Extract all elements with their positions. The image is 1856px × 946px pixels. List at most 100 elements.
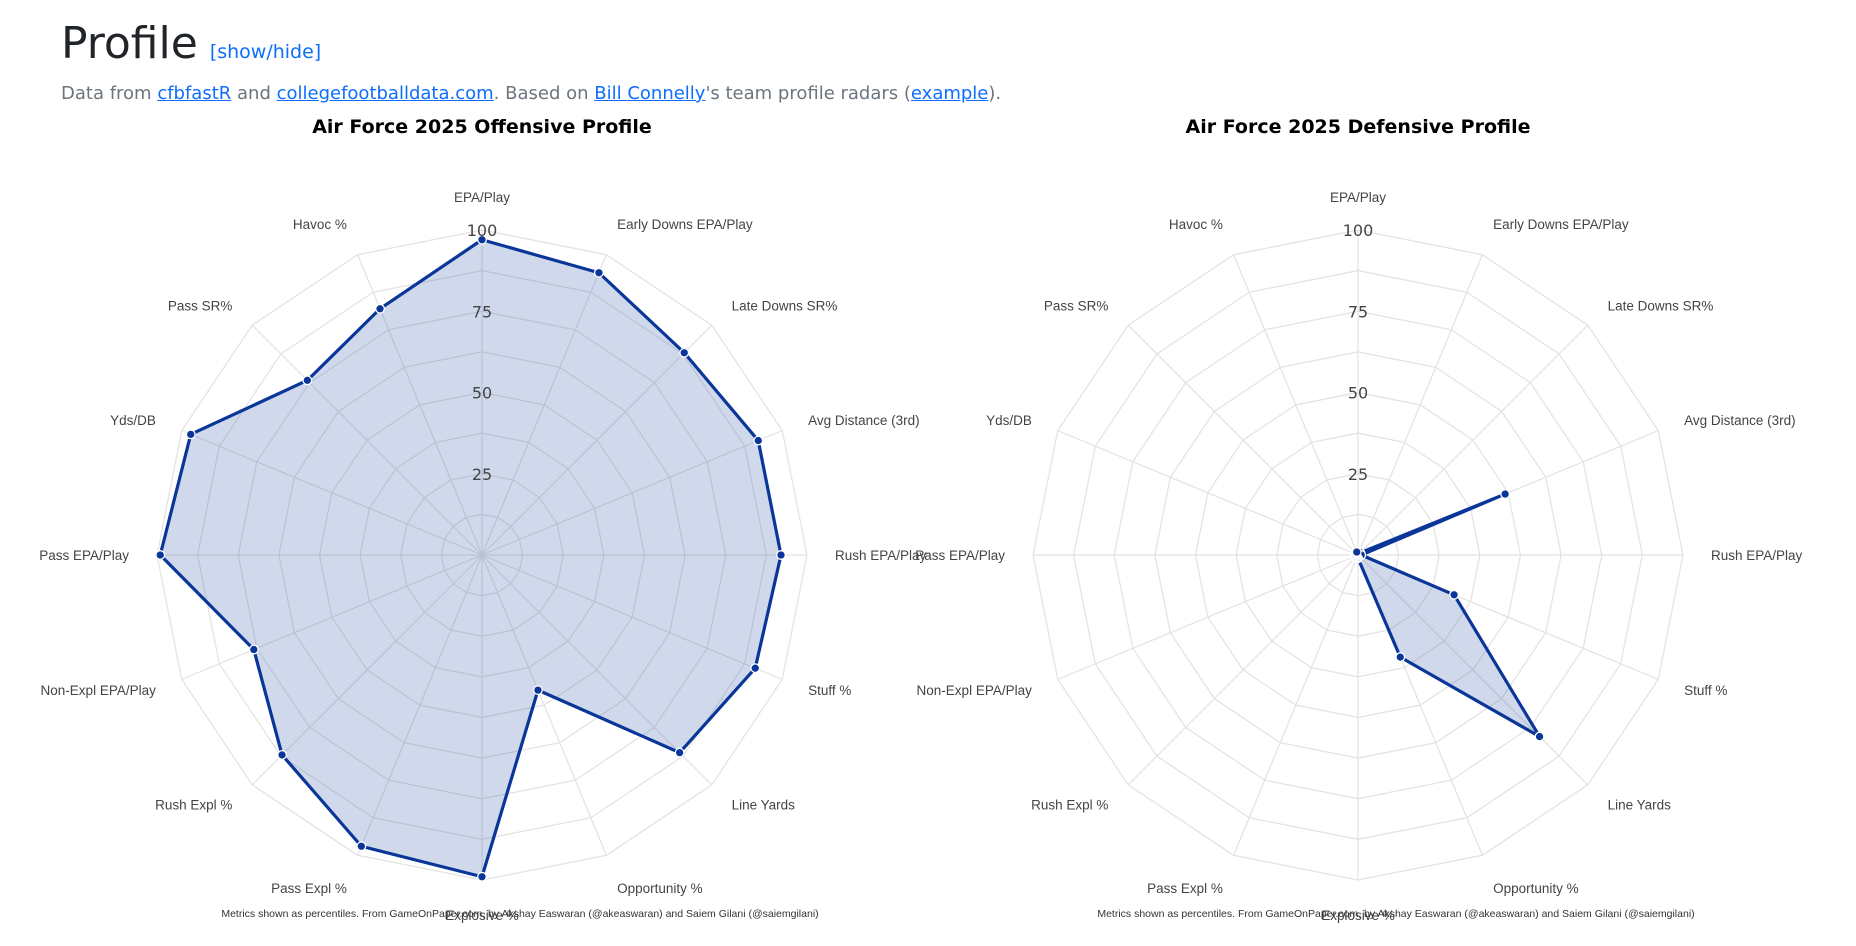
axis-label-explosive-pct: Explosive % (445, 908, 519, 923)
data-point-avg-distance-3rd[interactable] (753, 435, 764, 446)
axis-label-line-yards: Line Yards (1608, 798, 1672, 813)
grid-spoke (1127, 324, 1359, 556)
axis-label-opportunity-pct: Opportunity % (617, 881, 703, 896)
grid-spoke (481, 324, 713, 556)
source-text-1: Data from (61, 83, 158, 104)
defensive-radar-svg: 25 50 75 100 EPA/Play Early Downs EPA/Play Lat… (915, 190, 1803, 923)
defensive-chart-title: Air Force 2025 Defensive Profile (1185, 116, 1531, 138)
axis-label-havoc-pct: Havoc % (293, 217, 347, 232)
radial-tick-label: 75 (1348, 302, 1368, 321)
data-point-rush-expl-pct[interactable] (277, 749, 288, 760)
axis-label-epa-play: EPA/Play (1330, 190, 1386, 205)
radial-tick-label: 50 (1348, 384, 1368, 403)
data-point-line-yards[interactable] (674, 747, 685, 758)
grid-spoke (481, 554, 607, 856)
grid-spoke (481, 554, 783, 680)
grid-spoke (481, 254, 607, 556)
axis-label-line-yards: Line Yards (732, 798, 796, 813)
show-hide-toggle[interactable]: [show/hide] (209, 41, 322, 63)
grid-spoke (1357, 554, 1589, 786)
data-point-late-downs-srpct[interactable] (679, 347, 690, 358)
axis-label-stuff-pct: Stuff % (1684, 683, 1727, 698)
chart-credit: Metrics shown as percentiles. From GameO… (1097, 908, 1694, 920)
grid-spoke (1357, 254, 1483, 556)
axis-label-explosive-pct: Explosive % (1321, 908, 1395, 923)
axis-label-early-downs-epa-play: Early Downs EPA/Play (617, 217, 753, 232)
axis-label-pass-epa-play: Pass EPA/Play (39, 548, 129, 563)
data-point-pass-epa-play[interactable] (155, 550, 166, 560)
data-point-opportunity-pct[interactable] (1395, 652, 1406, 663)
axis-label-rush-epa-play: Rush EPA/Play (835, 548, 927, 563)
radial-tick-label: 50 (472, 384, 492, 403)
source-text-5: ). (988, 83, 1002, 104)
axis-label-pass-srpct: Pass SR% (168, 298, 233, 313)
axis-label-pass-srpct: Pass SR% (1044, 298, 1109, 313)
axis-label-opportunity-pct: Opportunity % (1493, 881, 1579, 896)
axis-label-yds-db: Yds/DB (986, 413, 1032, 428)
data-point-non-expl-epa-play[interactable] (248, 644, 259, 655)
grid-spoke (251, 324, 483, 556)
radial-tick-label: 25 (472, 465, 492, 484)
offensive-radar-svg: 25 50 75 100 EPA/Play Early Downs EPA/Play Lat… (39, 190, 927, 923)
title-row: Profile [show/hide] (61, 18, 1001, 69)
grid-spoke (481, 430, 783, 556)
axis-label-avg-distance-3rd: Avg Distance (3rd) (1684, 413, 1796, 428)
radial-tick-label: 75 (472, 302, 492, 321)
grid-spoke (1057, 430, 1359, 556)
source-text-2: and (231, 83, 277, 104)
axis-label-rush-epa-play: Rush EPA/Play (1711, 548, 1803, 563)
grid-spoke (181, 430, 483, 556)
cfbfastr-link[interactable]: cfbfastR (157, 83, 232, 104)
grid-spoke (1127, 554, 1359, 786)
axis-label-stuff-pct: Stuff % (808, 683, 851, 698)
grid-spoke (1233, 254, 1359, 556)
axis-label-non-expl-epa-play: Non-Expl EPA/Play (41, 683, 157, 698)
chart-credit: Metrics shown as percentiles. From GameO… (221, 908, 818, 920)
example-link[interactable]: example (910, 83, 989, 104)
page-header: Profile [show/hide] Data from cfbfastR a… (61, 18, 1001, 104)
data-point-pass-srpct[interactable] (302, 375, 313, 386)
grid-spoke (481, 554, 713, 786)
axis-label-epa-play: EPA/Play (454, 190, 510, 205)
axis-label-non-expl-epa-play: Non-Expl EPA/Play (917, 683, 1033, 698)
source-text-3: . Based on (493, 83, 595, 104)
data-point-early-downs-epa-play[interactable] (593, 267, 604, 278)
axis-label-late-downs-srpct: Late Downs SR% (1608, 298, 1714, 313)
data-point-havoc-pct[interactable] (375, 303, 385, 314)
data-point-stuff-pct[interactable] (1449, 589, 1460, 600)
data-point-line-yards[interactable] (1534, 731, 1545, 742)
data-point-stuff-pct[interactable] (750, 663, 761, 674)
axis-label-havoc-pct: Havoc % (1169, 217, 1223, 232)
radial-tick-label: 25 (1348, 465, 1368, 484)
data-point-explosive-pct[interactable] (477, 871, 487, 882)
data-point-avg-distance-3rd[interactable] (1500, 489, 1511, 500)
axis-label-pass-expl-pct: Pass Expl % (1147, 881, 1223, 896)
offensive-chart-title: Air Force 2025 Offensive Profile (312, 116, 652, 138)
bill-connelly-link[interactable]: Bill Connelly (594, 83, 706, 104)
data-point-epa-play[interactable] (477, 234, 487, 245)
axis-label-early-downs-epa-play: Early Downs EPA/Play (1493, 217, 1629, 232)
radial-tick-label: 100 (467, 221, 498, 240)
grid-spoke (1057, 554, 1359, 680)
data-point-pass-expl-pct[interactable] (356, 841, 367, 852)
data-point-opportunity-pct[interactable] (533, 685, 543, 696)
data-source-line: Data from cfbfastR and collegefootballda… (61, 83, 1001, 104)
page-title: Profile (61, 18, 198, 69)
data-point-yds-db[interactable] (185, 429, 196, 440)
data-point-rush-epa-play[interactable] (776, 550, 786, 560)
grid-spoke (251, 554, 483, 786)
axis-label-rush-expl-pct: Rush Expl % (155, 798, 232, 813)
axis-label-yds-db: Yds/DB (110, 413, 156, 428)
grid-spoke (1233, 554, 1359, 856)
collegefootballdata-link[interactable]: collegefootballdata.com (276, 83, 494, 104)
axis-label-late-downs-srpct: Late Downs SR% (732, 298, 838, 313)
grid-spoke (181, 554, 483, 680)
data-point-havoc-pct[interactable] (1351, 547, 1362, 557)
axis-label-pass-expl-pct: Pass Expl % (271, 881, 347, 896)
grid-spoke (357, 554, 483, 856)
radial-tick-label: 100 (1343, 221, 1374, 240)
axis-label-avg-distance-3rd: Avg Distance (3rd) (808, 413, 920, 428)
defensive-profile-chart: Air Force 2025 Defensive Profile 25 50 75 1… (908, 110, 1808, 930)
radar-series-area (158, 238, 783, 879)
grid-spoke (1357, 324, 1589, 556)
